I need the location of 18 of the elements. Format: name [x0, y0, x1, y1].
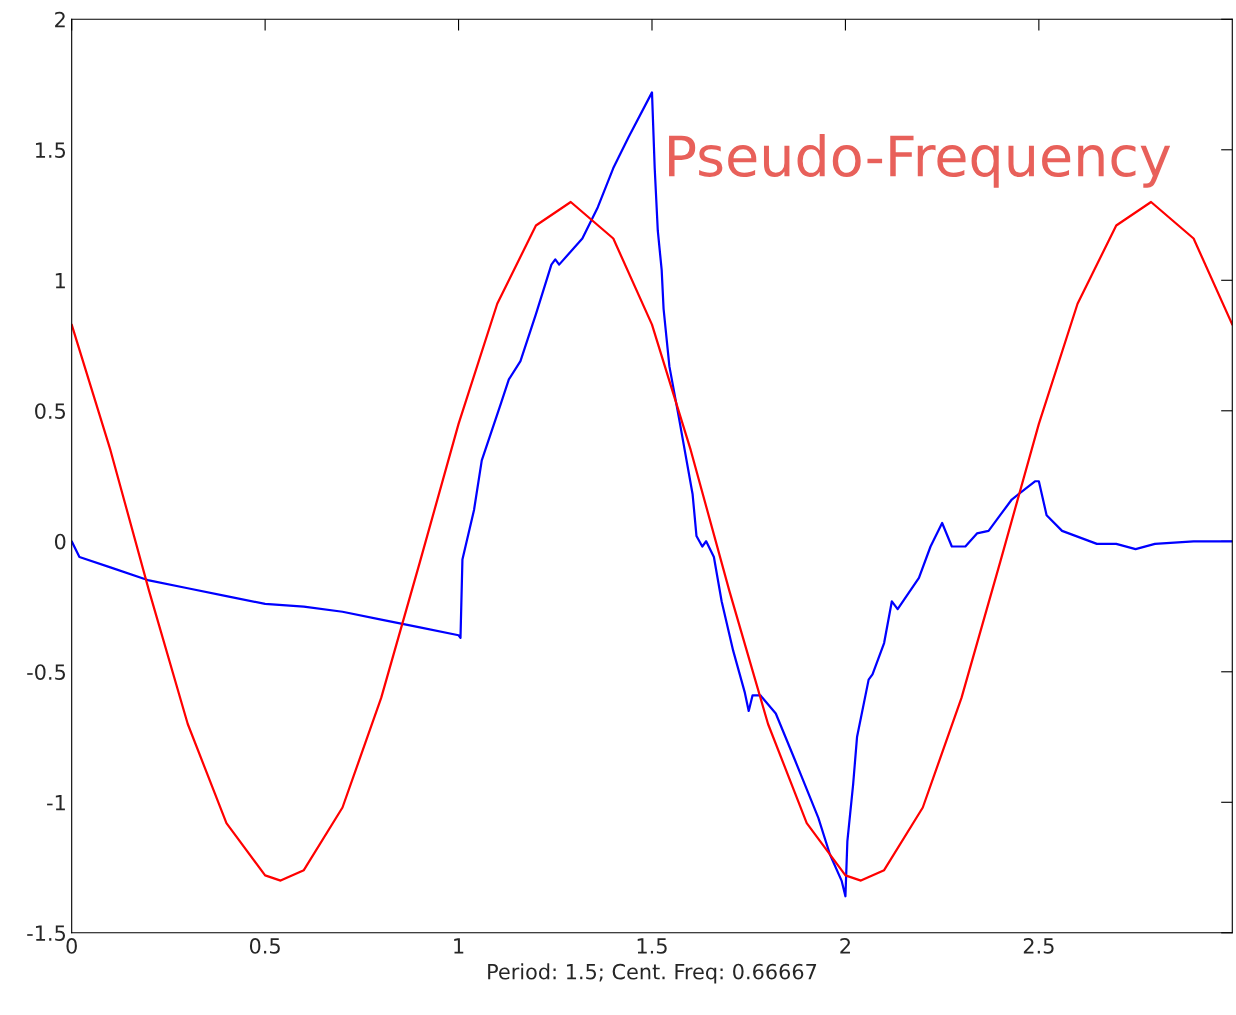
x-tick-label: 0.5 — [249, 938, 280, 954]
x-tick-label: 0 — [66, 938, 77, 954]
x-tick-label: 2 — [840, 938, 850, 954]
y-tick-label: 2 — [55, 11, 65, 28]
y-tick-label: -1.5 — [27, 925, 66, 941]
y-tick-label: 1 — [55, 273, 65, 289]
y-tick-label: 0 — [54, 533, 66, 550]
x-tick-label: 1 — [454, 938, 464, 954]
x-axis-title: Period: 1.5; Cent. Freq: 0.66667 — [488, 963, 817, 984]
y-tick-label: 0.5 — [35, 403, 66, 419]
x-tick-label: 2.5 — [1023, 938, 1054, 954]
x-tick-label: 1.5 — [637, 938, 667, 954]
line-series — [71, 200, 1233, 882]
y-tick-label: -0.5 — [27, 664, 66, 680]
annotation: Pseudo-Frequency — [669, 133, 1171, 188]
y-tick-label: 1.5 — [35, 142, 66, 158]
line-series — [71, 91, 1233, 898]
y-tick-label: -1 — [47, 795, 65, 811]
